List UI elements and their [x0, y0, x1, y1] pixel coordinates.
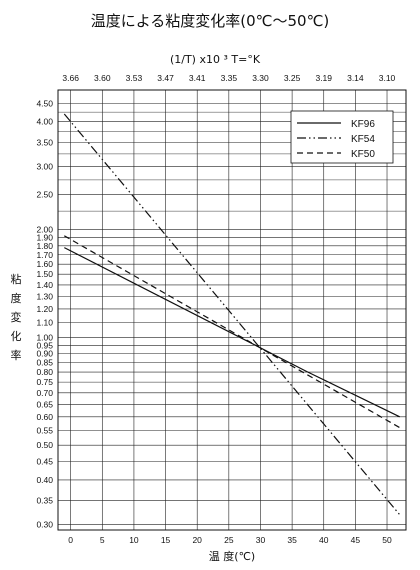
series-line-kf96 — [64, 247, 400, 418]
y-tick-label: 1.90 — [36, 232, 53, 242]
top-tick-label: 3.25 — [284, 73, 301, 83]
top-tick-label: 3.14 — [347, 73, 364, 83]
y-tick-label: 0.55 — [36, 425, 53, 435]
x-tick-label: 10 — [129, 535, 139, 545]
x-tick-label: 30 — [256, 535, 266, 545]
y-tick-label: 2.50 — [36, 190, 53, 200]
y-axis-label-char: 度 — [11, 291, 22, 305]
chart-title: 温度による粘度変化率(0℃〜50℃) — [91, 12, 330, 30]
y-tick-label: 1.10 — [36, 318, 53, 328]
y-tick-label: 0.30 — [36, 520, 53, 530]
y-axis-label-char: 変 — [11, 310, 22, 324]
top-tick-label: 3.30 — [252, 73, 269, 83]
y-tick-label: 0.95 — [36, 340, 53, 350]
y-tick-label: 4.00 — [36, 117, 53, 127]
y-tick-label: 0.65 — [36, 399, 53, 409]
series-lines — [63, 113, 401, 516]
y-tick-label: 0.90 — [36, 349, 53, 359]
y-axis-label-char: 粘 — [11, 272, 22, 286]
top-tick-label: 3.53 — [126, 73, 143, 83]
legend: KF96 KF54 KF50 — [290, 110, 394, 164]
x-tick-labels: 0 5 10 15 20 25 30 35 40 45 50 — [68, 535, 392, 545]
x-tick-label: 20 — [192, 535, 202, 545]
y-tick-label: 0.50 — [36, 440, 53, 450]
y-tick-label: 1.30 — [36, 292, 53, 302]
y-tick-label: 1.80 — [36, 241, 53, 251]
y-tick-labels: 0.30 0.35 0.40 0.45 0.50 0.55 0.60 0.650.700.75… — [36, 98, 53, 529]
y-tick-label: 3.00 — [36, 161, 53, 171]
y-axis-label-char: 率 — [11, 348, 22, 362]
y-tick-label: 0.40 — [36, 475, 53, 485]
top-tick-label: 3.19 — [315, 73, 332, 83]
x-tick-label: 35 — [287, 535, 297, 545]
x-tick-label: 25 — [224, 535, 234, 545]
x-tick-label: 50 — [382, 535, 392, 545]
legend-label-kf96: KF96 — [351, 119, 375, 130]
x-tick-label: 45 — [351, 535, 361, 545]
y-tick-label: 4.50 — [36, 98, 53, 108]
top-tick-label: 3.41 — [189, 73, 206, 83]
top-tick-labels: 3.66 3.60 3.53 3.47 3.41 3.35 3.30 3.25 3.19 3.14… — [62, 73, 395, 83]
legend-label-kf50: KF50 — [351, 149, 375, 160]
legend-box — [290, 110, 394, 164]
y-tick-label: 0.35 — [36, 496, 53, 506]
y-tick-label: 0.70 — [36, 388, 53, 398]
y-tick-label: 0.45 — [36, 457, 53, 467]
y-tick-label: 1.70 — [36, 250, 53, 260]
top-tick-label: 3.66 — [62, 73, 79, 83]
y-axis-label-char: 化 — [11, 329, 22, 343]
series-line-kf54 — [63, 113, 401, 516]
legend-label-kf54: KF54 — [351, 134, 375, 145]
series-line-kf50 — [64, 235, 400, 429]
x-axis-label: 温 度(℃) — [209, 549, 255, 563]
y-tick-label: 1.60 — [36, 259, 53, 269]
y-axis-label: 粘度変化率 — [11, 272, 22, 362]
y-tick-label: 0.85 — [36, 358, 53, 368]
x-tick-label: 5 — [100, 535, 105, 545]
x-tick-label: 0 — [68, 535, 73, 545]
y-tick-label: 3.50 — [36, 137, 53, 147]
y-tick-label: 0.60 — [36, 412, 53, 422]
grid — [58, 90, 406, 530]
top-tick-label: 3.35 — [221, 73, 238, 83]
x-tick-label: 40 — [319, 535, 329, 545]
x-tick-label: 15 — [161, 535, 171, 545]
y-tick-label: 1.40 — [36, 280, 53, 290]
y-tick-label: 2.00 — [36, 224, 53, 234]
top-axis-label: (1/T) x10 ³ T=°K — [170, 53, 261, 66]
y-tick-label: 1.00 — [36, 332, 53, 342]
y-tick-label: 0.75 — [36, 377, 53, 387]
top-tick-label: 3.47 — [157, 73, 174, 83]
y-tick-label: 1.20 — [36, 304, 53, 314]
top-tick-label: 3.10 — [379, 73, 396, 83]
top-tick-label: 3.60 — [94, 73, 111, 83]
y-tick-label: 0.80 — [36, 367, 53, 377]
y-tick-label: 1.50 — [36, 269, 53, 279]
plot-frame — [57, 89, 407, 531]
